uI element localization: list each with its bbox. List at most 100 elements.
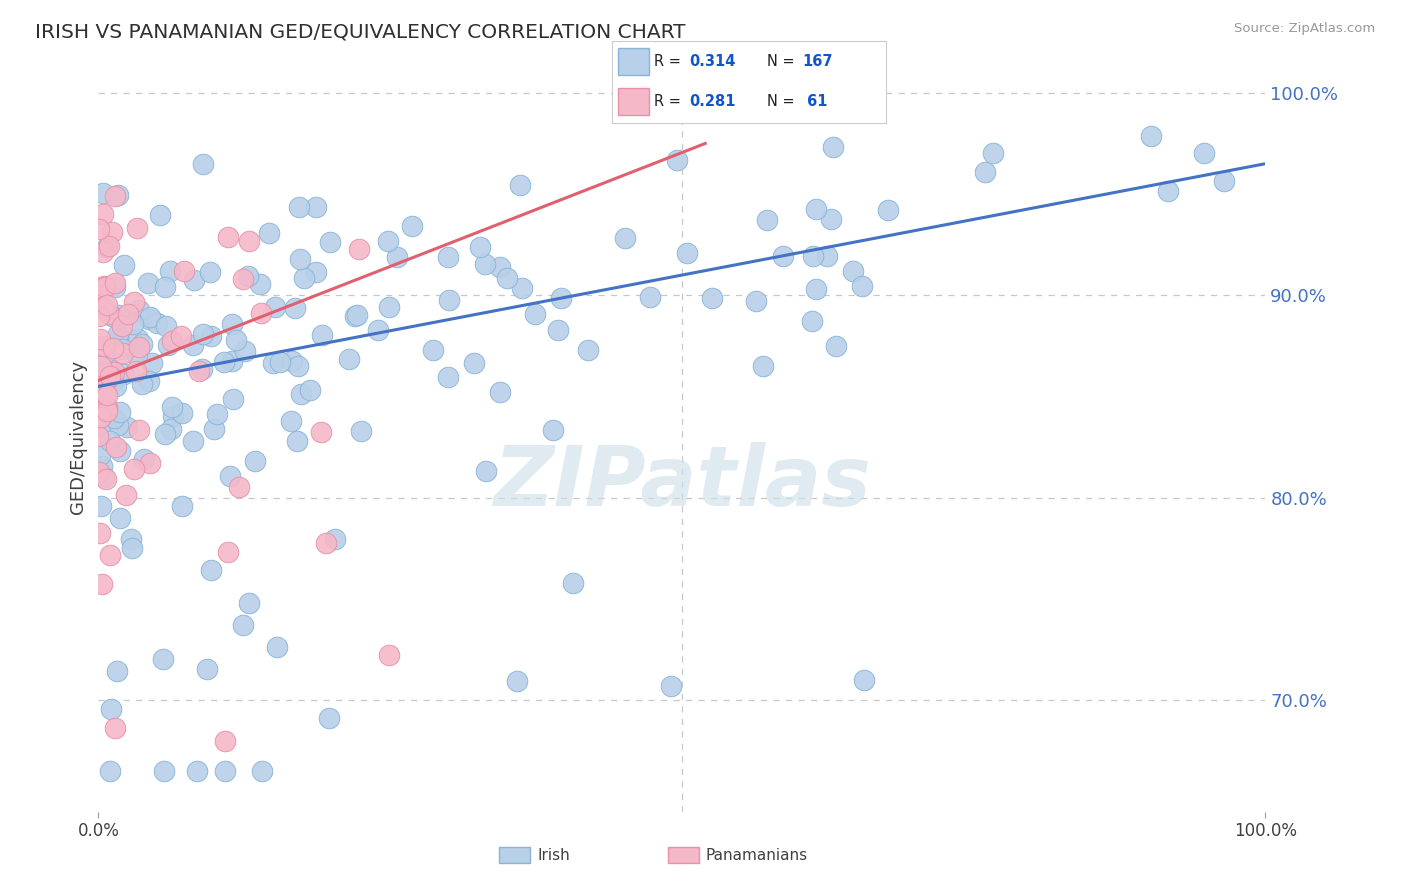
Point xyxy=(107,309,129,323)
Point xyxy=(305,200,328,214)
Point xyxy=(93,339,115,353)
Point xyxy=(214,355,236,369)
Point xyxy=(665,153,688,167)
Point xyxy=(96,240,118,254)
Point xyxy=(299,383,322,397)
Point xyxy=(825,339,848,353)
Point xyxy=(613,231,636,245)
Point xyxy=(94,472,117,486)
Point xyxy=(823,140,845,154)
Point xyxy=(815,249,838,263)
Point xyxy=(309,425,332,439)
Point xyxy=(221,317,243,331)
Point xyxy=(221,353,243,368)
FancyBboxPatch shape xyxy=(619,48,648,76)
Point xyxy=(107,188,129,202)
Point xyxy=(91,207,114,221)
Point xyxy=(127,332,149,346)
Point xyxy=(1194,145,1216,160)
Point xyxy=(157,338,180,352)
Point xyxy=(128,423,150,437)
Point xyxy=(104,276,127,290)
Text: 167: 167 xyxy=(803,54,832,70)
Point xyxy=(122,317,145,331)
Point xyxy=(125,348,148,362)
Point xyxy=(107,417,129,432)
Point xyxy=(170,329,193,343)
Point xyxy=(659,679,682,693)
Point xyxy=(378,648,401,663)
Point xyxy=(377,234,399,248)
Point xyxy=(222,392,245,406)
Point xyxy=(91,300,114,314)
Point xyxy=(804,282,827,296)
Point xyxy=(378,300,401,314)
Point xyxy=(136,277,159,291)
Point xyxy=(89,419,111,434)
Point xyxy=(121,532,143,546)
Point xyxy=(89,221,111,235)
Point xyxy=(111,342,134,356)
Text: N =: N = xyxy=(766,94,799,109)
FancyBboxPatch shape xyxy=(619,87,648,115)
Point xyxy=(96,372,118,386)
Point xyxy=(974,165,997,179)
Point xyxy=(183,273,205,287)
Point xyxy=(475,464,498,478)
Point xyxy=(96,400,118,414)
Point xyxy=(108,443,131,458)
Point xyxy=(108,510,131,524)
Point xyxy=(155,318,177,333)
Point xyxy=(134,452,156,467)
Point xyxy=(146,316,169,330)
Point xyxy=(87,368,110,382)
Point xyxy=(269,355,291,369)
Point xyxy=(468,239,491,253)
Point xyxy=(96,387,118,401)
Point xyxy=(98,307,121,321)
Point xyxy=(160,334,183,348)
Point xyxy=(96,298,118,312)
Point xyxy=(280,414,302,428)
Point xyxy=(186,764,208,779)
Point xyxy=(233,344,256,359)
Text: Source: ZipAtlas.com: Source: ZipAtlas.com xyxy=(1234,22,1375,36)
Text: IRISH VS PANAMANIAN GED/EQUIVALENCY CORRELATION CHART: IRISH VS PANAMANIAN GED/EQUIVALENCY CORR… xyxy=(35,22,686,41)
Point xyxy=(111,319,134,334)
Point xyxy=(225,333,247,347)
Point xyxy=(292,270,315,285)
Point xyxy=(115,487,138,501)
Point xyxy=(103,410,125,425)
Point xyxy=(162,409,184,424)
Point xyxy=(801,249,824,263)
Point xyxy=(149,208,172,222)
Point xyxy=(90,499,112,513)
Point xyxy=(172,500,194,514)
Point xyxy=(315,536,337,550)
Point xyxy=(105,440,128,454)
Point xyxy=(103,374,125,388)
Point xyxy=(346,309,368,323)
Point xyxy=(104,379,127,393)
Point xyxy=(506,673,529,688)
Point xyxy=(93,278,115,293)
Point xyxy=(104,280,127,294)
Point xyxy=(218,468,240,483)
Point xyxy=(101,225,124,239)
Point xyxy=(87,465,110,479)
Point xyxy=(463,356,485,370)
Point xyxy=(290,387,312,401)
Point xyxy=(576,343,599,357)
Point xyxy=(851,279,873,293)
Point xyxy=(87,281,110,295)
Point xyxy=(343,310,366,324)
Point xyxy=(112,367,135,381)
Point xyxy=(489,384,512,399)
Point xyxy=(509,178,531,193)
Point xyxy=(841,264,863,278)
Point xyxy=(288,200,311,214)
Point xyxy=(311,328,333,343)
Point xyxy=(981,145,1004,160)
Point xyxy=(127,221,149,235)
Point xyxy=(98,239,121,253)
